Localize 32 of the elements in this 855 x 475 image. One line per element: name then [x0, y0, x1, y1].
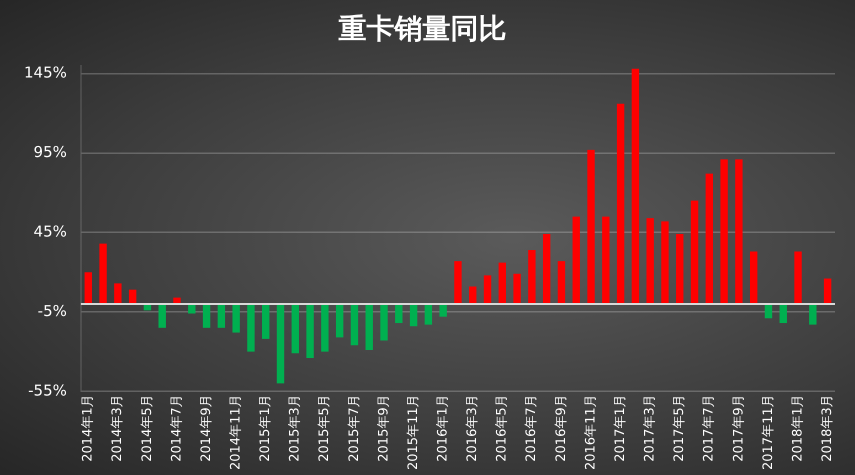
x-tick-label: 2016年1月 — [436, 394, 451, 462]
x-tick-label: 2017年9月 — [731, 394, 746, 462]
x-tick-label: 2015年9月 — [376, 394, 392, 462]
x-tick-label: 2017年1月 — [612, 394, 628, 462]
x-tick-label: 2015年1月 — [258, 394, 274, 462]
x-tick-label: 2018年1月 — [790, 394, 806, 462]
x-tick-label: 2017年7月 — [702, 394, 717, 462]
x-tick-label: 2014年1月 — [80, 394, 96, 462]
x-tick-label: 2017年11月 — [760, 394, 776, 470]
y-tick-label: 45% — [34, 222, 67, 240]
x-tick-label: 2016年5月 — [494, 394, 510, 462]
y-tick-label: -55% — [28, 381, 67, 400]
x-tick-label: 2014年3月 — [110, 394, 126, 462]
x-tick-label: 2015年5月 — [317, 394, 332, 462]
x-tick-label: 2015年3月 — [288, 394, 303, 462]
x-tick-label: 2017年3月 — [642, 394, 658, 462]
y-tick-label: -5% — [38, 302, 67, 320]
chart-title: 重卡销量同比 — [338, 12, 506, 46]
x-tick-label: 2016年3月 — [465, 394, 480, 462]
x-tick-label: 2015年11月 — [406, 394, 421, 470]
y-tick-label: 145% — [24, 63, 67, 82]
y-tick-label: 95% — [34, 142, 67, 161]
x-tick-label: 2016年9月 — [554, 394, 569, 462]
x-tick-label: 2018年3月 — [820, 394, 835, 462]
x-tick-label: 2014年5月 — [140, 394, 155, 462]
x-tick-label: 2014年11月 — [228, 394, 244, 470]
x-tick-label: 2017年5月 — [672, 394, 688, 462]
x-tick-label: 2016年7月 — [524, 394, 540, 462]
x-tick-label: 2016年11月 — [583, 394, 598, 470]
x-tick-label: 2015年7月 — [346, 394, 362, 462]
x-tick-label: 2014年9月 — [198, 394, 214, 462]
x-tick-label: 2014年7月 — [169, 394, 184, 462]
